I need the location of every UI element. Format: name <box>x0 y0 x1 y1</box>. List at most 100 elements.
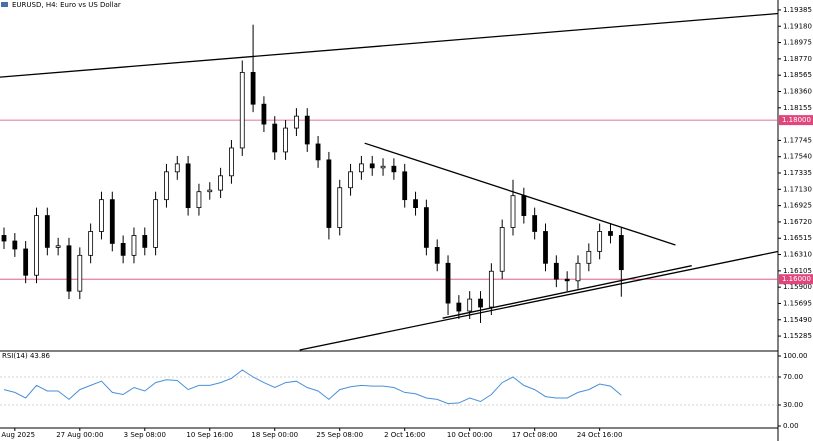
y-tick-label: 1.17335 <box>783 169 812 177</box>
candle-body <box>229 147 234 177</box>
candle-body <box>380 165 386 169</box>
candle-body <box>131 235 137 256</box>
candle-body <box>218 175 224 191</box>
x-tick-label: 18 Sep 00:00 <box>251 431 298 439</box>
candle-body <box>77 254 83 292</box>
candle-body <box>153 199 159 248</box>
rsi-line <box>3 369 622 405</box>
y-tick-label: 1.18360 <box>783 87 812 95</box>
candle-body <box>315 143 321 161</box>
y-tick-label: 1.15900 <box>783 283 812 291</box>
candle-body <box>55 245 61 248</box>
candle-body <box>586 250 592 264</box>
x-tick-label: 9 Aug 2025 <box>0 431 35 439</box>
x-tick-label: 3 Sep 08:00 <box>124 431 166 439</box>
y-tick-label: 1.16105 <box>783 267 812 275</box>
candle-body <box>120 243 126 256</box>
chart-title: EURUSD, H4: Euro vs US Dollar <box>12 1 121 9</box>
candle-body <box>99 199 104 232</box>
y-tick-label: 1.15490 <box>783 316 812 324</box>
candle-body <box>597 231 603 252</box>
level-label: 1.16000 <box>782 275 811 283</box>
candle-body <box>478 298 483 308</box>
y-tick-label: 1.16720 <box>783 218 812 226</box>
x-tick-label: 17 Oct 08:00 <box>512 431 558 439</box>
candle-body <box>488 270 494 308</box>
candle-body <box>185 163 191 209</box>
candle-body <box>174 163 180 173</box>
candle-body <box>608 231 613 236</box>
y-tick-label: 1.15695 <box>783 299 812 307</box>
y-tick-label: 1.18565 <box>783 71 812 79</box>
x-tick-label: 27 Aug 00:00 <box>56 431 103 439</box>
trendline <box>364 142 676 246</box>
candle-body <box>521 195 527 216</box>
candle-body <box>109 199 115 244</box>
candle-body <box>456 302 462 312</box>
y-tick-label: 1.17540 <box>783 153 812 161</box>
y-tick-label: 1.16925 <box>783 202 812 210</box>
trendline <box>442 265 692 319</box>
candle-body <box>142 235 148 248</box>
candle-body <box>369 163 375 169</box>
candle-body <box>283 127 288 153</box>
candle-body <box>34 215 39 276</box>
candle-body <box>239 71 245 149</box>
symbol-icon <box>1 2 8 7</box>
x-tick-label: 10 Oct 00:00 <box>447 431 493 439</box>
y-tick-label: 1.19180 <box>783 22 812 30</box>
rsi-title: RSI(14) 43.86 <box>2 352 51 360</box>
candle-body <box>618 235 624 271</box>
candle-body <box>434 246 440 264</box>
candle-body <box>294 115 299 129</box>
y-tick-label: 1.17745 <box>783 136 812 144</box>
candle-body <box>391 165 397 173</box>
candle-body <box>164 171 169 201</box>
candle-body <box>66 245 72 292</box>
trendline <box>299 250 779 351</box>
candle-body <box>510 195 516 228</box>
candle-body <box>467 298 473 312</box>
candle-body <box>207 189 213 193</box>
candle-body <box>499 227 505 272</box>
y-tick-label: 1.16310 <box>783 251 812 259</box>
y-tick-label: 1.16515 <box>783 234 812 242</box>
candle-body <box>250 71 256 105</box>
level-label: 1.18000 <box>782 116 811 124</box>
candle-body <box>532 215 538 232</box>
y-tick-label: 1.19385 <box>783 6 812 14</box>
candle-body <box>564 278 570 282</box>
candle-body <box>88 231 94 256</box>
candle-body <box>304 115 310 145</box>
y-tick-label: 1.17130 <box>783 185 812 193</box>
candle-body <box>1 235 7 242</box>
candle-body <box>402 171 408 201</box>
candle-body <box>543 231 548 264</box>
candle-body <box>337 187 343 228</box>
candle-body <box>348 171 353 189</box>
x-tick-label: 10 Sep 16:00 <box>186 431 233 439</box>
candle-body <box>575 262 581 282</box>
x-tick-label: 2 Oct 16:00 <box>384 431 425 439</box>
y-tick-label: 1.15285 <box>783 332 812 340</box>
candle-body <box>261 103 267 125</box>
y-tick-label: 1.18975 <box>783 39 812 47</box>
candle-body <box>358 163 364 173</box>
candle-body <box>196 191 202 209</box>
x-tick-label: 25 Sep 08:00 <box>316 431 363 439</box>
y-tick-label: 0.00 <box>783 422 799 430</box>
candle-body <box>326 159 332 228</box>
candle-body <box>12 240 18 250</box>
x-tick-label: 24 Oct 16:00 <box>577 431 623 439</box>
candle-body <box>445 262 451 304</box>
candle-body <box>413 199 418 209</box>
y-tick-label: 100.00 <box>783 352 808 360</box>
candle-body <box>423 207 429 248</box>
y-tick-label: 1.18770 <box>783 55 812 63</box>
candle-body <box>23 248 29 276</box>
candle-body <box>272 123 278 153</box>
level-label-box <box>779 274 813 285</box>
y-tick-label: 1.18155 <box>783 104 812 112</box>
